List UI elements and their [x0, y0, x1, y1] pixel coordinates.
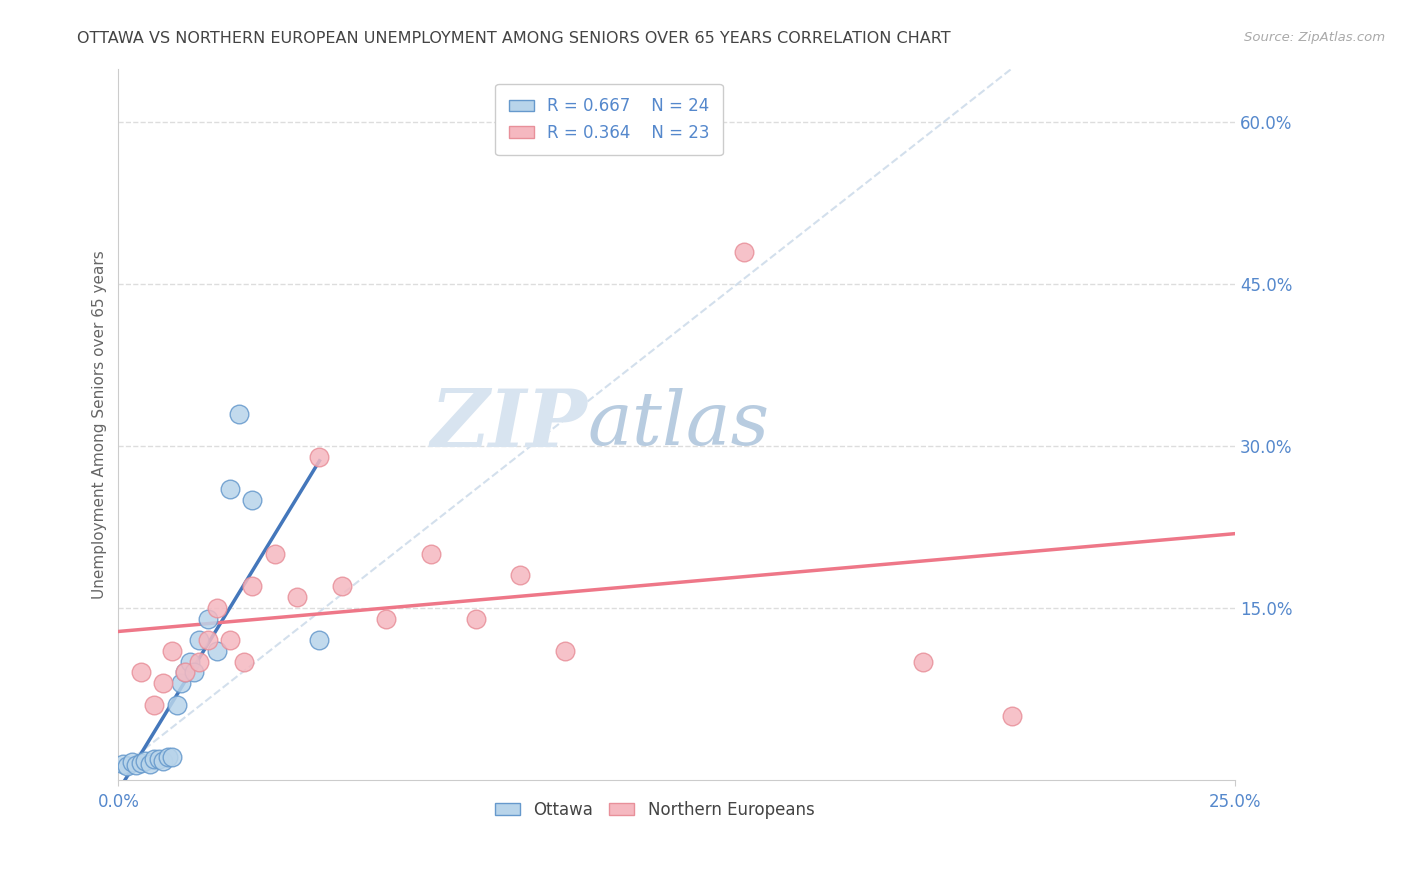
Point [143, 698, 166, 712]
Text: Source: ZipAtlas.com: Source: ZipAtlas.com [1244, 31, 1385, 45]
Point [464, 611, 486, 625]
Point [138, 757, 160, 772]
Point [143, 752, 166, 766]
Point [308, 633, 330, 648]
Point [228, 407, 250, 421]
Text: OTTAWA VS NORTHERN EUROPEAN UNEMPLOYMENT AMONG SENIORS OVER 65 YEARS CORRELATION: OTTAWA VS NORTHERN EUROPEAN UNEMPLOYMENT… [77, 31, 950, 46]
Point [1001, 708, 1024, 723]
Point [733, 244, 755, 259]
Point [125, 758, 148, 772]
Point [148, 752, 170, 766]
Point [160, 749, 183, 764]
Point [152, 754, 174, 768]
Point [375, 611, 398, 625]
Point [129, 665, 152, 680]
Point [129, 756, 152, 770]
Point [554, 644, 576, 658]
Point [219, 633, 242, 648]
Point [242, 492, 264, 507]
Point [166, 698, 188, 712]
Point [263, 547, 285, 561]
Point [285, 590, 308, 604]
Point [152, 676, 174, 690]
Point [121, 755, 143, 769]
Point [509, 568, 531, 582]
Point [174, 665, 197, 680]
Point [219, 482, 242, 496]
Point [174, 665, 197, 680]
Point [205, 644, 228, 658]
Point [187, 655, 209, 669]
Point [160, 644, 183, 658]
Point [205, 600, 228, 615]
Text: ZIP: ZIP [430, 385, 588, 463]
Point [134, 754, 156, 768]
Y-axis label: Unemployment Among Seniors over 65 years: Unemployment Among Seniors over 65 years [93, 250, 107, 599]
Point [197, 611, 219, 625]
Point [117, 759, 139, 773]
Point [111, 757, 134, 772]
Point [183, 665, 205, 680]
Point [197, 633, 219, 648]
Point [156, 749, 179, 764]
Point [242, 579, 264, 593]
Point [187, 633, 209, 648]
Point [911, 655, 934, 669]
Point [420, 547, 443, 561]
Point [308, 450, 330, 464]
Point [170, 676, 193, 690]
Point [179, 655, 201, 669]
Legend: Ottawa, Northern Europeans: Ottawa, Northern Europeans [488, 794, 821, 825]
Point [232, 655, 254, 669]
Text: atlas: atlas [588, 388, 769, 460]
Point [330, 579, 353, 593]
